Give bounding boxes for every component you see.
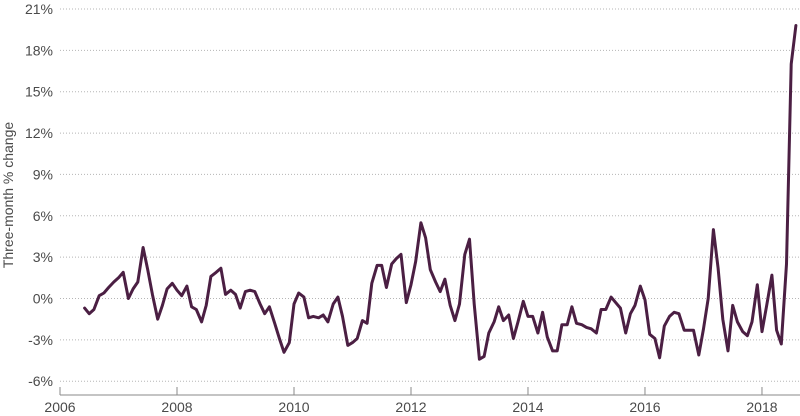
y-tick-label: 18% bbox=[25, 42, 53, 58]
x-tick-label: 2006 bbox=[44, 399, 75, 415]
series-points bbox=[83, 24, 797, 361]
gridlines bbox=[60, 8, 800, 382]
y-tick-label: 3% bbox=[33, 249, 53, 265]
y-tick-label: 21% bbox=[25, 1, 53, 17]
y-tick-label: 9% bbox=[33, 166, 53, 182]
x-tick-label: 2012 bbox=[395, 399, 426, 415]
x-tick-label: 2018 bbox=[746, 399, 777, 415]
y-tick-label: 12% bbox=[25, 125, 53, 141]
x-tick-label: 2016 bbox=[629, 399, 660, 415]
y-tick-label: 0% bbox=[33, 291, 53, 307]
x-tick-label: 2008 bbox=[161, 399, 192, 415]
y-tick-label: -6% bbox=[28, 373, 53, 389]
y-axis-title: Three-month % change bbox=[0, 122, 16, 269]
series-line bbox=[83, 24, 798, 361]
x-tick-label: 2014 bbox=[512, 399, 543, 415]
y-tick-label: 15% bbox=[25, 84, 53, 100]
y-axis: 21% 18% 15% 12% 9% 6% 3% 0% -3% -6% bbox=[25, 1, 53, 389]
x-axis: 2006 2008 2010 2012 2014 2016 2018 bbox=[44, 387, 800, 415]
y-tick-label: 6% bbox=[33, 208, 53, 224]
y-tick-label: -3% bbox=[28, 332, 53, 348]
x-tick-label: 2010 bbox=[278, 399, 309, 415]
